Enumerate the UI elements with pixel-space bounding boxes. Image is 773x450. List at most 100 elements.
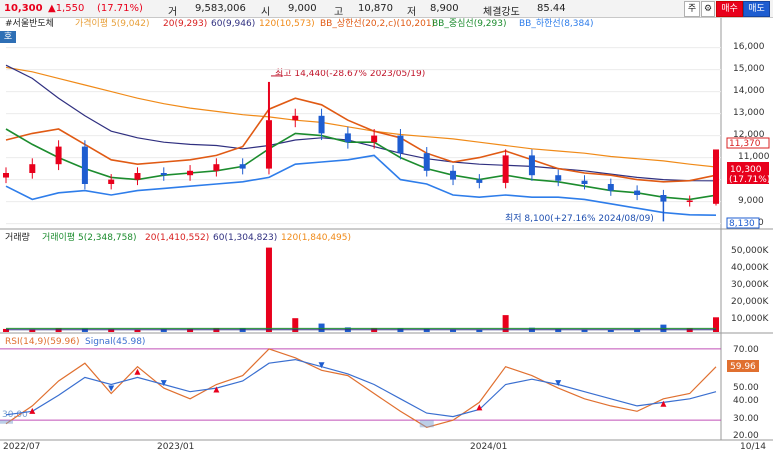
- legend-bb-upper: BB_상한선(20,2,c)(10,201): [320, 18, 435, 29]
- strength-label: 체결강도: [483, 7, 520, 18]
- low-label: 저: [407, 7, 417, 18]
- rsi-tick: 60.00: [733, 365, 759, 375]
- volume-bar: [55, 328, 62, 332]
- ma60-line: [5, 64, 717, 182]
- volume-bar: [29, 329, 36, 332]
- volume-bar: [187, 328, 194, 332]
- candle: [292, 115, 299, 121]
- price-tick: 8,000: [738, 218, 764, 228]
- price-tag-current-box: [727, 162, 769, 184]
- buy-signal-arrow: [213, 386, 220, 393]
- volume-bar: [239, 328, 246, 332]
- rsi-plot: [0, 348, 721, 428]
- candle: [686, 200, 693, 202]
- signal-line: [5, 358, 717, 418]
- price-axis: 16,000 15,000 14,000 13,000 12,000 11,00…: [733, 42, 770, 228]
- legend-vma20: 20(1,410,552): [145, 233, 209, 243]
- volume-bar: [160, 329, 167, 332]
- high-value: 10,870: [358, 3, 393, 14]
- volume-bar: [634, 329, 641, 332]
- price-legend: #서울반도체 가격이평 5(9,042) 20(9,293) 60(9,946)…: [5, 17, 593, 29]
- strength-value: 85.44: [537, 3, 566, 14]
- x-tick: 2024/01: [470, 442, 507, 450]
- rsi-current: 59.96: [730, 362, 756, 372]
- buy-button[interactable]: 매수: [716, 1, 743, 17]
- legend-signal: Signal(45.98): [85, 337, 145, 347]
- rsi-tick: 70.00: [733, 345, 759, 355]
- volume-label: 거: [168, 7, 178, 18]
- rsi-30-label: 30.00: [2, 410, 28, 420]
- candle: [713, 173, 719, 201]
- legend-bb-lower: BB_하한선(8,384): [519, 18, 593, 29]
- side-tab[interactable]: 호: [0, 31, 16, 43]
- legend-volume: 거래량: [5, 231, 30, 243]
- rsi-line: [5, 348, 717, 428]
- volume-bar: [660, 324, 667, 332]
- legend-ma60: 60(9,946): [211, 19, 255, 29]
- volume-plot: [3, 247, 719, 332]
- volume-bar: [3, 328, 9, 332]
- volume-bar: [581, 329, 588, 332]
- rsi-tick: 40.00: [733, 396, 759, 406]
- ma120-line: [5, 66, 717, 168]
- volume-bar: [292, 318, 299, 332]
- legend-vma60: 60(1,304,823): [213, 233, 277, 243]
- open-value: 9,000: [288, 3, 317, 14]
- volume-bar: [450, 329, 457, 332]
- volume-legend: 거래량 거래이평 5(2,348,758) 20(1,410,552) 60(1…: [5, 231, 351, 243]
- buy-signal-arrow: [29, 407, 36, 414]
- rsi-tick: 50.00: [733, 383, 759, 393]
- sell-signal-arrow: [555, 380, 562, 387]
- candle: [265, 120, 272, 169]
- buy-signal-arrow: [134, 368, 141, 375]
- price-plot: [3, 47, 721, 225]
- volume-axis: 50,000K 40,000K 30,000K 20,000K 10,000K: [731, 246, 769, 324]
- stock-type-button[interactable]: 주: [684, 1, 700, 17]
- candle: [555, 175, 562, 181]
- candle: [108, 179, 115, 184]
- price-tag-low: 8,130: [729, 219, 755, 229]
- candle: [581, 180, 588, 184]
- volume-bar: [423, 328, 430, 332]
- price-change: ▲1,550: [48, 3, 85, 14]
- candle: [81, 146, 88, 184]
- price-tag-pct: (17.71%): [729, 175, 770, 185]
- high-label: 고: [334, 7, 344, 18]
- bb-mid-line: [5, 128, 717, 201]
- volume-bar: [318, 323, 325, 332]
- candle: [502, 155, 509, 183]
- bb-upper-line: [5, 97, 717, 183]
- rsi-axis: 70.00 60.00 50.00 40.00 30.00 20.00: [733, 345, 759, 441]
- volume-bar: [502, 315, 509, 332]
- candle: [239, 164, 246, 169]
- price-tag-current: 10,300: [730, 165, 762, 175]
- volume-tick: 30,000K: [731, 280, 769, 290]
- price-change-pct: (17.71%): [97, 3, 143, 14]
- price-tag-low-box: [726, 217, 760, 229]
- candle: [213, 164, 220, 171]
- sell-button[interactable]: 매도: [743, 1, 770, 17]
- volume-bar: [476, 329, 483, 332]
- current-price: 10,300: [4, 3, 43, 14]
- rsi-tick: 20.00: [733, 431, 759, 441]
- volume-tick: 20,000K: [731, 297, 769, 307]
- candle: [423, 153, 430, 171]
- candle: [607, 184, 614, 191]
- volume-bar: [371, 328, 378, 332]
- candle: [3, 173, 9, 178]
- volume-bar: [607, 329, 614, 332]
- sell-signal-arrow: [160, 380, 167, 387]
- candle: [371, 135, 378, 143]
- candle: [29, 164, 36, 173]
- sell-signal-arrow: [108, 385, 115, 392]
- gear-icon[interactable]: ⚙: [701, 1, 715, 17]
- x-tick: 10/14: [740, 442, 766, 450]
- legend-rsi: RSI(14,9)(59.96): [5, 337, 79, 347]
- oversold-fill: [0, 420, 13, 424]
- legend-ma20: 20(9,293): [163, 19, 207, 29]
- price-tag-high: 11,370: [729, 139, 761, 149]
- candle: [344, 133, 351, 143]
- candle: [397, 135, 404, 154]
- price-tick: 15,000: [733, 64, 765, 74]
